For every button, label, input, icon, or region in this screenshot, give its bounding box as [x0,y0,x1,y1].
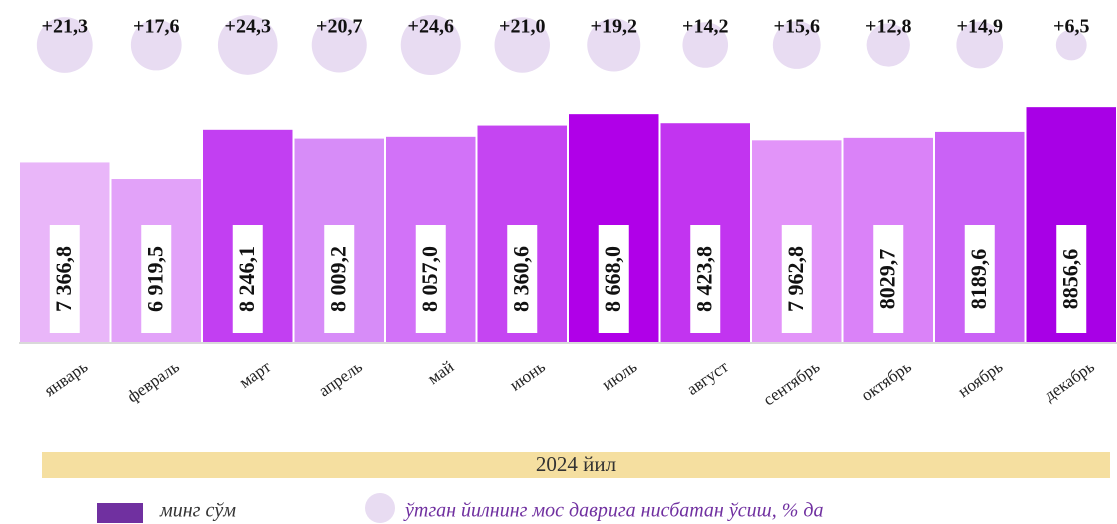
value-label: 8 668,0 [600,246,625,312]
growth-label: +19,2 [591,16,637,38]
growth-label: +15,6 [774,16,820,38]
x-tick-label: февраль [124,357,183,407]
growth-label: +21,3 [42,16,88,38]
x-axis-label: 2024 йил [536,452,616,476]
growth-bubble [682,22,729,68]
value-label-box [873,225,904,333]
x-tick-label: сентябрь [760,357,824,410]
growth-label: +21,0 [499,16,545,38]
growth-bubble [311,17,367,73]
value-label-box [964,225,995,333]
value-label-box [232,225,263,333]
growth-bubble [217,15,278,75]
x-tick-label: июнь [506,357,549,395]
value-label: 8189,6 [966,249,991,310]
x-tick-label: декабрь [1040,357,1098,405]
growth-label: +6,5 [1053,16,1089,38]
legend-label: минг сўм [159,500,236,522]
legend-label: ўтган йилнинг мос даврига нисбатан ўсиш,… [403,500,824,522]
value-label-box [49,225,80,333]
growth-bubble [587,18,641,72]
legend-swatch [365,493,395,523]
growth-bubble [400,14,461,76]
value-label: 6 919,5 [142,246,167,312]
growth-bubble [494,17,550,73]
value-label: 8 009,2 [325,246,350,312]
growth-label: +14,2 [682,16,728,38]
value-label: 8029,7 [874,249,899,310]
legend-swatch [97,503,143,523]
value-label-box [415,225,446,333]
growth-bubble [772,21,821,69]
year-band [42,452,1110,478]
value-label-box [1056,225,1087,333]
value-label: 8856,6 [1057,249,1082,310]
x-tick-label: апрель [315,357,366,401]
value-label-box [598,225,629,333]
value-label-box [690,225,721,333]
growth-bubble [130,19,182,71]
growth-bubble [1055,29,1087,61]
growth-label: +12,8 [865,16,911,38]
x-tick-label: май [424,357,457,388]
value-label: 7 366,8 [51,246,76,312]
x-tick-label: август [683,357,732,399]
value-label-box [781,225,812,333]
x-tick-label: январь [41,357,92,401]
value-label-box [507,225,538,333]
growth-label: +20,7 [316,16,362,38]
growth-bubble [956,21,1004,69]
x-tick-label: март [236,357,275,392]
growth-label: +17,6 [133,16,179,38]
value-label: 8 057,0 [417,246,442,312]
value-label-box [141,225,172,333]
x-tick-label: июль [599,357,641,394]
value-label: 8 423,8 [691,246,716,312]
value-label-box [324,225,355,333]
growth-label: +24,6 [408,16,454,38]
x-tick-label: ноябрь [954,357,1006,401]
growth-bubble [866,23,910,67]
value-label: 8 246,1 [234,246,259,312]
growth-bubble [36,17,93,73]
growth-label: +24,3 [225,16,271,38]
value-label: 8 360,6 [508,246,533,312]
value-label: 7 962,8 [783,246,808,312]
x-tick-label: октябрь [858,357,915,405]
growth-label: +14,9 [957,16,1003,38]
